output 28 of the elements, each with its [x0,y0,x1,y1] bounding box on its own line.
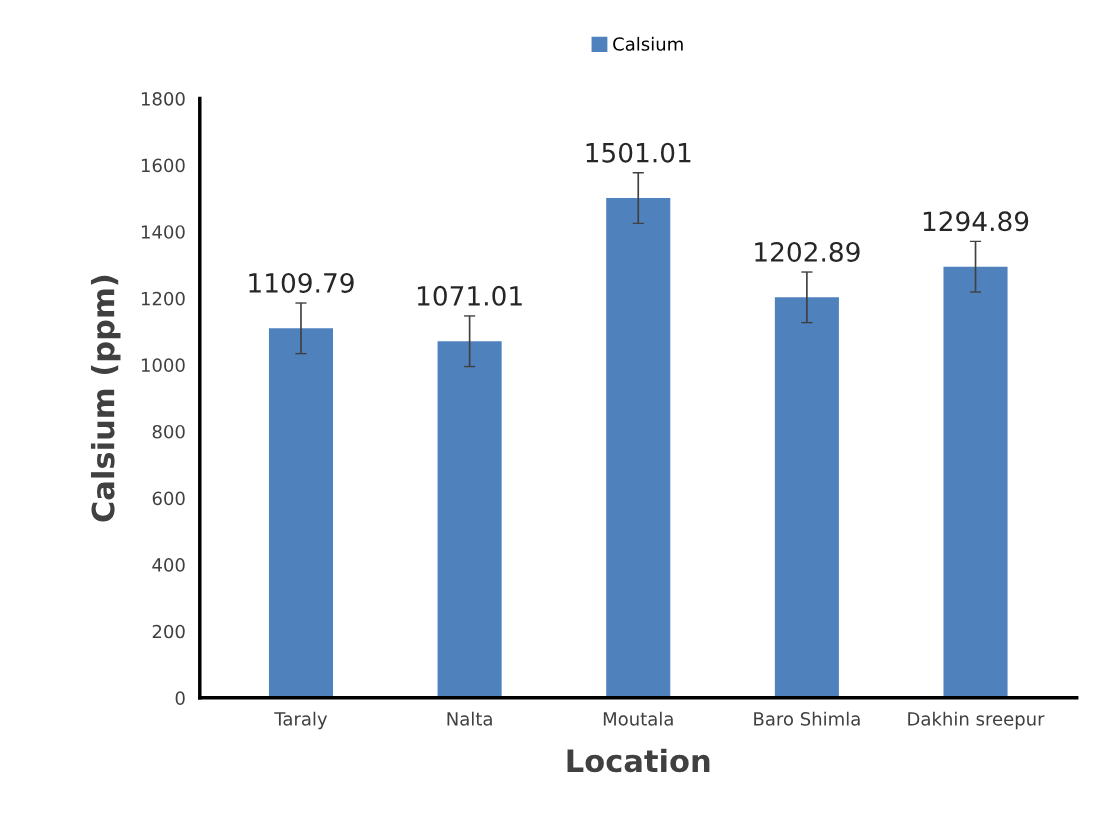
y-tick-label: 1000 [141,358,185,373]
x-axis-title: Location [567,748,710,773]
x-tick-label: Dakhin sreepur [908,711,1045,730]
y-tick-label: 200 [152,624,185,639]
x-tick-label: Nalta [447,711,492,726]
bar [606,198,671,698]
bar [437,341,502,698]
y-tick-label: 800 [152,424,185,439]
y-tick-label: 1200 [141,291,185,306]
data-label: 1071.01 [417,285,522,306]
bar [943,266,1008,698]
y-tick-label: 400 [152,558,185,572]
x-tick-label: Baro Shimla [754,711,860,726]
bar [268,328,334,698]
bar [774,297,839,698]
x-tick-label: Moutala [603,711,673,726]
y-tick-label: 1800 [141,91,185,106]
y-axis-title: Calsium (ppm) [90,275,121,522]
y-tick-label: 600 [152,491,185,506]
y-tick-label: 1400 [141,225,185,239]
x-tick-label: Taraly [274,711,328,730]
y-tick-label: 0 [175,691,185,705]
data-label: 1109.79 [249,272,354,293]
legend-label: Calsium [613,36,683,51]
data-label: 1202.89 [755,241,860,262]
data-label: 1294.89 [923,211,1029,232]
y-tick-label: 1600 [141,158,185,173]
data-label: 1501.01 [586,142,691,163]
